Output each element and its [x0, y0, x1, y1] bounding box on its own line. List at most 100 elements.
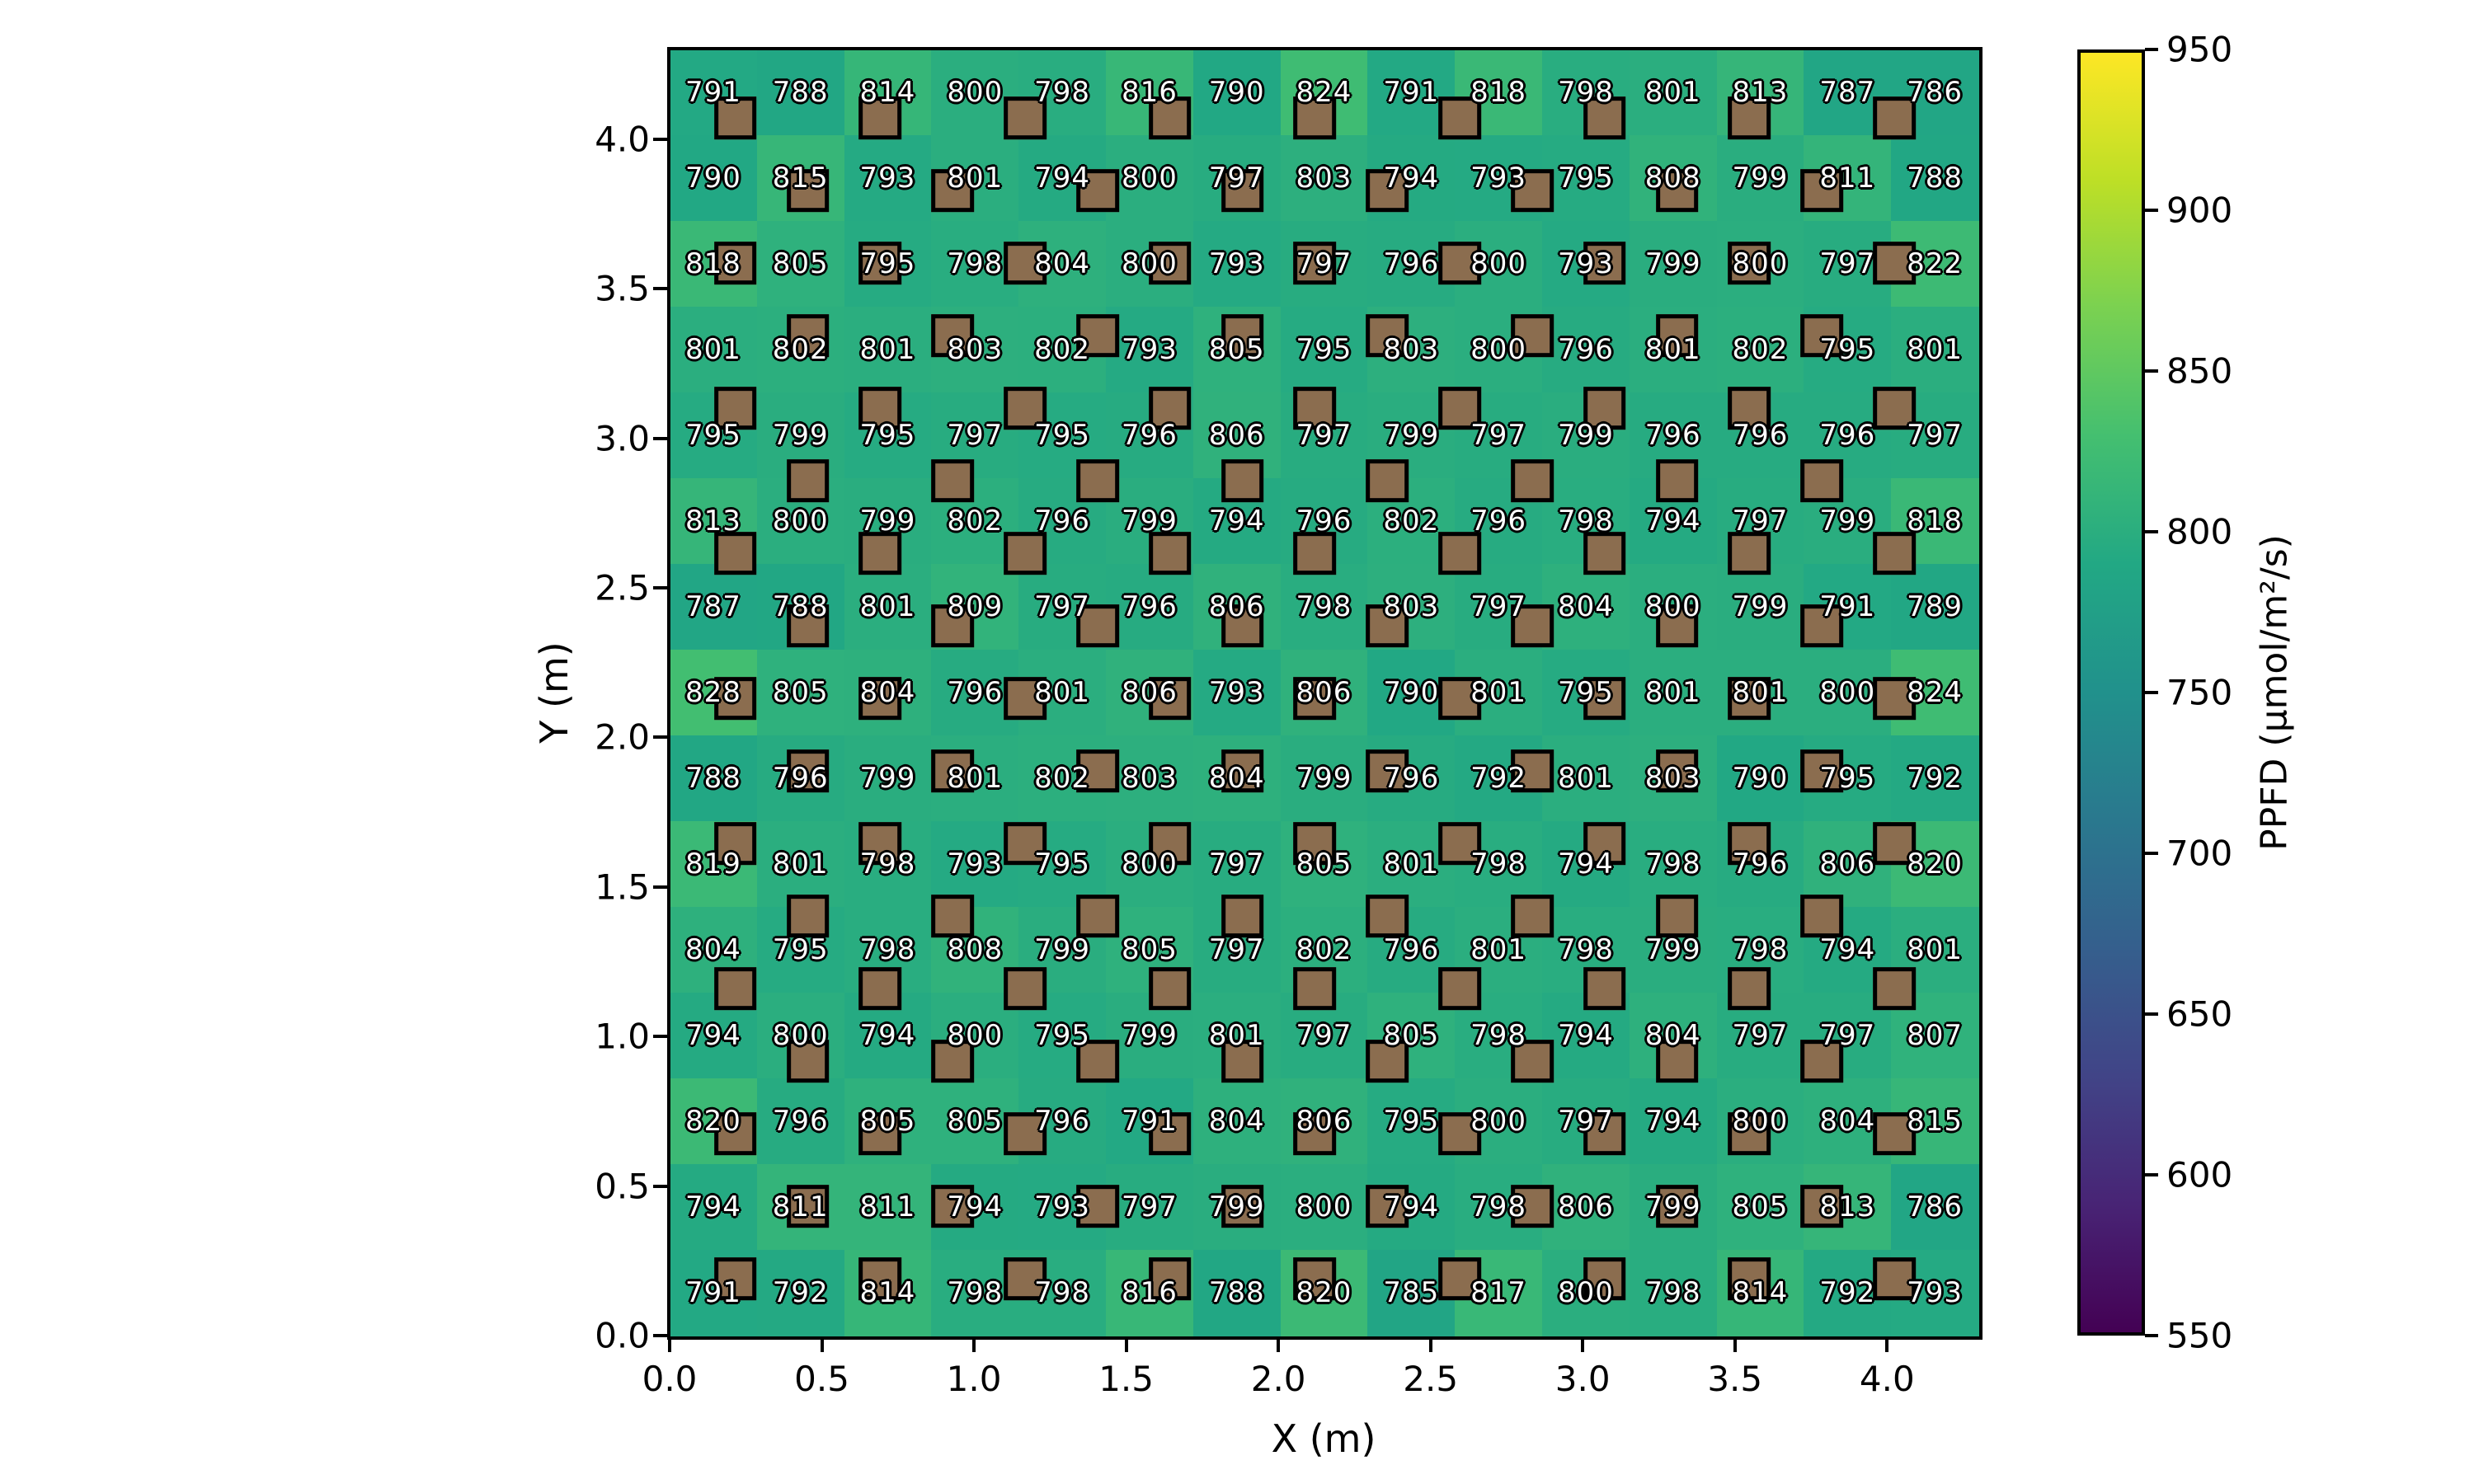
plant-pot-marker [1004, 242, 1047, 285]
plant-pot-marker [1800, 749, 1844, 793]
cell-value-label: 793 [1034, 1190, 1091, 1223]
heatmap-cell [1716, 307, 1805, 393]
heatmap-cell [1106, 1164, 1194, 1251]
cell-value-label: 797 [1470, 590, 1527, 623]
cell-value-label: 802 [1034, 333, 1091, 366]
plant-pot-marker [1004, 822, 1047, 866]
y-tick-mark [653, 137, 668, 141]
cell-value-label: 799 [1644, 1190, 1701, 1223]
plant-pot-marker [858, 387, 902, 430]
cell-value-label: 795 [1383, 1105, 1440, 1138]
cell-value-label: 795 [1819, 762, 1876, 795]
plant-pot-marker [1873, 967, 1916, 1010]
cell-value-label: 804 [859, 676, 916, 709]
cell-value-label: 796 [772, 762, 829, 795]
plant-pot-marker [1293, 242, 1337, 285]
plant-pot-marker [1148, 242, 1192, 285]
heatmap-cell [1106, 307, 1194, 393]
cell-value-label: 796 [1383, 247, 1440, 280]
cell-value-label: 813 [684, 505, 741, 538]
colorbar-tick-label: 550 [2166, 1315, 2233, 1356]
cell-value-label: 805 [772, 247, 829, 280]
plant-pot-marker [1221, 169, 1264, 213]
cell-value-label: 793 [1208, 676, 1265, 709]
cell-value-label: 795 [859, 419, 916, 452]
plant-pot-marker [1293, 967, 1337, 1010]
cell-value-label: 796 [1383, 933, 1440, 966]
cell-value-label: 797 [1121, 1190, 1178, 1223]
heatmap-cell [1629, 221, 1718, 308]
cell-value-label: 803 [1121, 762, 1178, 795]
plant-pot-marker [713, 1257, 757, 1300]
x-tick-label: 4.0 [1859, 1359, 1915, 1399]
plant-pot-marker [1438, 822, 1481, 866]
heatmap-cell [844, 1164, 933, 1251]
cell-value-label: 794 [859, 1019, 916, 1052]
cell-value-label: 786 [1907, 76, 1964, 109]
cell-value-label: 797 [1907, 419, 1964, 452]
cell-value-label: 804 [1208, 1105, 1265, 1138]
heatmap-cell [1716, 135, 1805, 222]
plant-pot-marker [1148, 1112, 1192, 1155]
plant-pot-marker [1004, 967, 1047, 1010]
cell-value-label: 801 [1907, 333, 1964, 366]
heatmap-cell [1192, 49, 1282, 136]
colorbar-tick-label: 750 [2166, 672, 2233, 713]
cell-value-label: 800 [1121, 247, 1178, 280]
cell-value-label: 797 [1034, 590, 1091, 623]
plant-pot-marker [1366, 169, 1409, 213]
cell-value-label: 791 [1819, 590, 1876, 623]
cell-value-label: 800 [1644, 590, 1701, 623]
heatmap-cell [1106, 735, 1194, 822]
plant-pot-marker [1221, 1185, 1264, 1228]
cell-value-label: 822 [1907, 247, 1964, 280]
heatmap-cell [1192, 650, 1282, 736]
cell-value-label: 798 [1557, 505, 1614, 538]
x-tick-mark [1277, 1337, 1281, 1352]
cell-value-label: 790 [1732, 762, 1789, 795]
x-tick-label: 1.5 [1098, 1359, 1154, 1399]
cell-value-label: 799 [1121, 505, 1178, 538]
cell-value-label: 799 [1208, 1190, 1265, 1223]
cell-value-label: 803 [1296, 162, 1352, 195]
plant-pot-marker [1655, 895, 1699, 937]
cell-value-label: 800 [1470, 333, 1527, 366]
cell-value-label: 814 [859, 1276, 916, 1309]
plant-pot-marker [1438, 387, 1481, 430]
plant-pot-marker [858, 96, 902, 140]
cell-value-label: 801 [1470, 933, 1527, 966]
x-tick-label: 3.0 [1554, 1359, 1611, 1399]
cell-value-label: 796 [1034, 1105, 1091, 1138]
plant-pot-marker [1728, 1112, 1771, 1155]
plant-pot-marker [1583, 822, 1626, 866]
cell-value-label: 811 [772, 1190, 829, 1223]
cell-value-label: 799 [1383, 419, 1440, 452]
y-tick-mark [653, 436, 668, 440]
cell-value-label: 815 [1907, 1105, 1964, 1138]
plant-pot-marker [1076, 749, 1119, 793]
cell-value-label: 792 [1819, 1276, 1876, 1309]
x-tick-mark [668, 1337, 671, 1352]
cell-value-label: 796 [1470, 505, 1527, 538]
plant-pot-marker [713, 387, 757, 430]
x-tick-mark [1581, 1337, 1585, 1352]
cell-value-label: 791 [684, 1276, 741, 1309]
cell-value-label: 795 [1034, 1019, 1091, 1052]
heatmap-cell [1629, 1250, 1718, 1336]
cell-value-label: 802 [1034, 762, 1091, 795]
cell-value-label: 796 [1121, 590, 1178, 623]
cell-value-label: 801 [947, 162, 1004, 195]
cell-value-label: 801 [947, 762, 1004, 795]
cell-value-label: 795 [684, 419, 741, 452]
heatmap-cell [1280, 135, 1369, 222]
colorbar-tick-mark [2145, 691, 2158, 694]
cell-value-label: 802 [1383, 505, 1440, 538]
heatmap-cell [1716, 1164, 1805, 1251]
cell-value-label: 791 [684, 76, 741, 109]
plant-pot-marker [713, 242, 757, 285]
plant-pot-marker [1800, 459, 1844, 503]
cell-value-label: 796 [1383, 762, 1440, 795]
plant-pot-marker [1728, 96, 1771, 140]
cell-value-label: 798 [1034, 76, 1091, 109]
heatmap-cell [1542, 735, 1630, 822]
